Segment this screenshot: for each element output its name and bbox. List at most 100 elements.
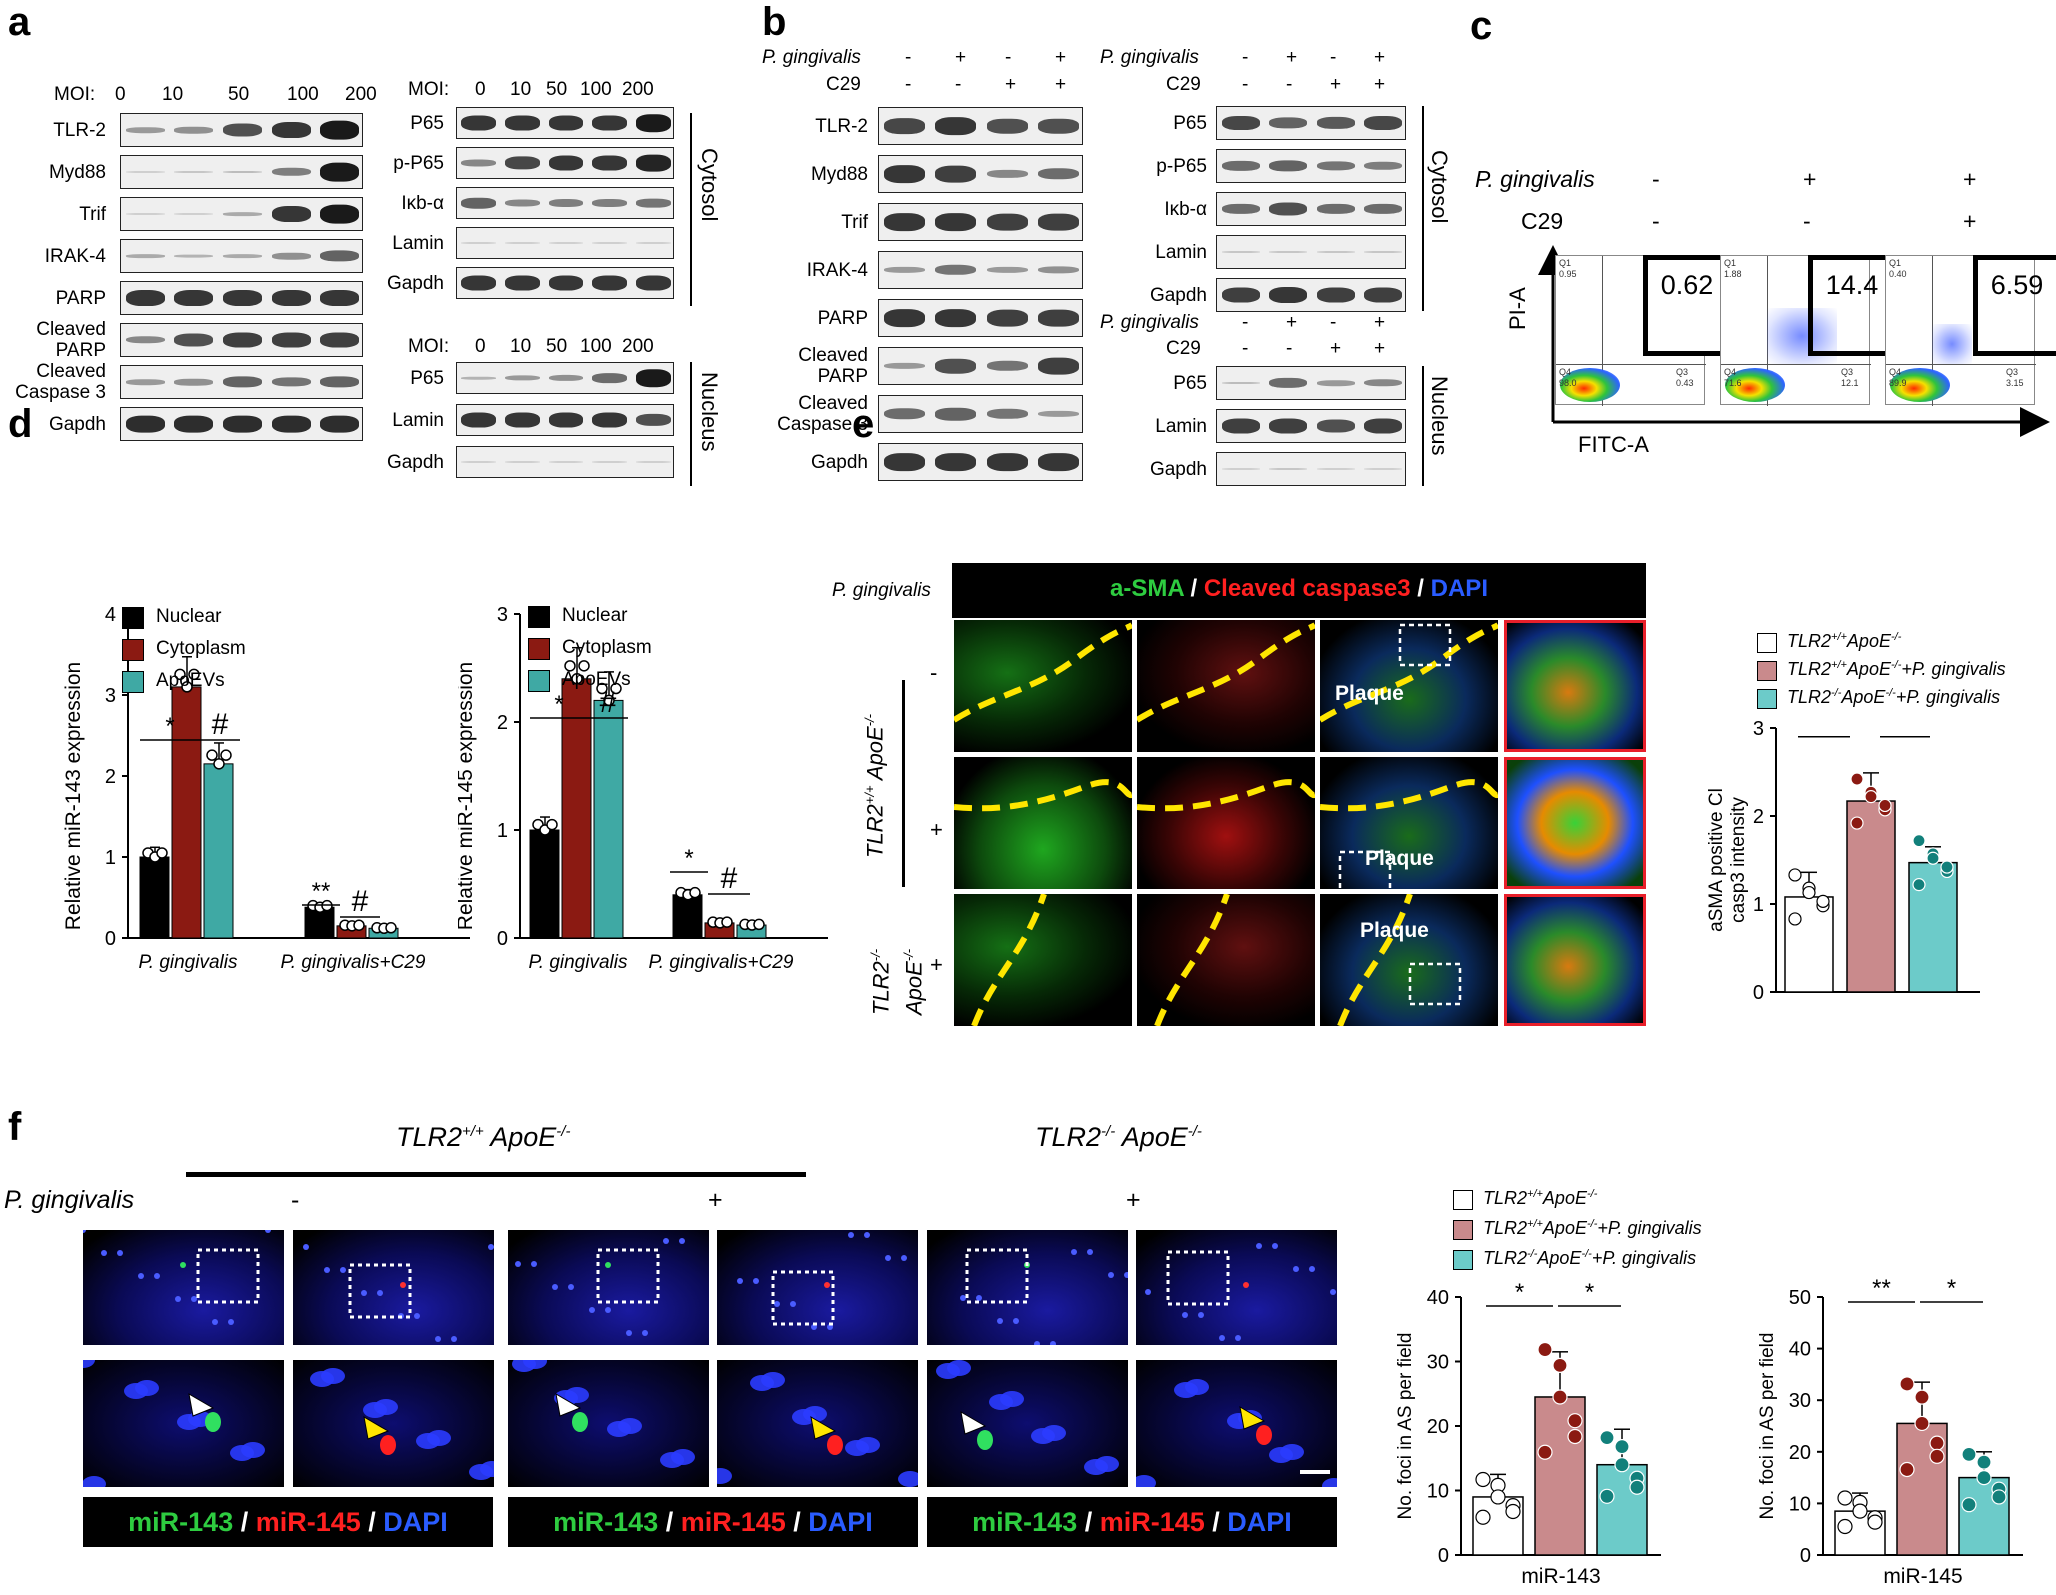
a-rbot-band-1-1: [504, 412, 540, 428]
f-stain-143-1: miR-143: [553, 1507, 659, 1537]
b-rtop-band-1-0: [1221, 160, 1260, 172]
f1-dot-2-1: [1614, 1439, 1630, 1455]
f-top-2: [508, 1230, 709, 1345]
a-moi-right1-4: 200: [622, 79, 654, 100]
f-stain-145-2: miR-145: [1099, 1507, 1205, 1537]
e-micro-2-0-overlay: [971, 894, 1047, 1026]
d-legend1-swatch-1: [122, 639, 144, 661]
b-rtop-band-3-1: [1269, 251, 1308, 253]
f1-ytick-label-4: 40: [1427, 1287, 1449, 1309]
e-micro-1-0: [954, 757, 1132, 889]
d-legend1-text-0: Nuclear: [156, 606, 222, 627]
f-top-1: [293, 1230, 494, 1345]
b-left-band-7-1: [935, 453, 977, 471]
e-group-bar: [902, 680, 905, 887]
a-rtop-band-2-3: [592, 199, 628, 207]
c-plot-2-q1: 0.40: [1889, 269, 1907, 279]
a-rbot-band-0-0: [461, 376, 497, 380]
f2-dot-2-4: [1976, 1470, 1992, 1486]
a-left-band-0-4: [320, 120, 360, 140]
b-pg-sign-right2-2: -: [1330, 312, 1337, 333]
c-plot-2-hline: [1886, 364, 2036, 365]
f-zoom-line-r-1: [432, 1345, 495, 1362]
d2-cat-0: P. gingivalis: [529, 952, 628, 973]
f-top-2-nuc-2: [605, 1307, 611, 1313]
a-rbot-band-1-3: [592, 412, 628, 428]
b-left-band-2-3: [1037, 213, 1079, 231]
c-plot-1-q4: 71.6: [1724, 378, 1742, 388]
f2-ytick-label-3: 30: [1789, 1390, 1811, 1412]
e-micro-2-plaque: Plaque: [1360, 919, 1429, 942]
f-top-5: [1136, 1230, 1337, 1345]
b-rtop-band-3-3: [1364, 251, 1403, 253]
c-plot-0-q3-tag: Q3: [1676, 367, 1689, 377]
f2-ytick-label-5: 50: [1789, 1287, 1811, 1309]
a-left-band-2-2: [223, 212, 262, 216]
f-top-0-nuc-4: [228, 1319, 234, 1325]
f-top-4-nuc-6: [997, 1318, 1003, 1324]
d2-cat-1: P. gingivalis+C29: [649, 952, 794, 973]
a-rtop-band-1-3: [592, 155, 628, 171]
a-left-band-1-2: [223, 171, 262, 173]
f-top-5-nuc-6: [1219, 1335, 1225, 1341]
e-stain-dapi: DAPI: [1430, 575, 1488, 602]
a-rbot-label-2: Gapdh: [386, 451, 444, 473]
e-scale-bar: [1608, 1036, 1636, 1040]
d-legend1-text-2: ApoEVs: [156, 670, 225, 691]
f-zoom-line-r-4: [1066, 1345, 1129, 1362]
e-micro-1-2-overlay: [1320, 779, 1498, 889]
f-top-5-nuc-3: [1309, 1266, 1315, 1272]
e-micro-0-0-overlay: [954, 622, 1132, 723]
e-micro-1-1-boundary: [1137, 779, 1315, 812]
b-left-band-3-2: [986, 266, 1028, 274]
f-stain-sep2-1: /: [785, 1507, 809, 1537]
b-c29-sign-right2-2: +: [1330, 338, 1342, 359]
a-rtop-band-2-2: [548, 199, 584, 207]
d-legend2-swatch-0: [528, 606, 550, 628]
b-left-band-4-2: [986, 309, 1028, 327]
f-bot-3-nuc-2: [898, 1471, 918, 1487]
b-left-band-5-2: [986, 360, 1028, 372]
c-plot-0-hline: [1556, 364, 1706, 365]
b-left-label-2: Trif: [841, 211, 868, 233]
f2-dot-2-1: [1976, 1454, 1992, 1470]
b-rtop-blot-0: [1216, 106, 1406, 140]
b-rbot-blot-0: [1216, 366, 1406, 400]
f-top-3-nuc-9: [885, 1255, 891, 1261]
b-rbot-label-1: Lamin: [1155, 415, 1207, 437]
c-pg-sign-2: +: [1803, 166, 1817, 192]
f-top-2-nuc-8: [626, 1330, 632, 1336]
c-plot-0-q2: 0.62: [1660, 270, 1714, 300]
a-rbot-blot-1: [456, 404, 674, 436]
f1-dot-1-5: [1567, 1428, 1583, 1445]
d2-ytick-label-1: 1: [497, 820, 508, 842]
f-group1-header: TLR2+/+ ApoE-/-: [396, 1122, 571, 1152]
f-pg-label: P. gingivalis: [4, 1186, 135, 1214]
b-rtop-band-4-2: [1316, 287, 1355, 303]
f-top-3: [717, 1230, 918, 1345]
e-micro-1-1: [1137, 757, 1315, 889]
a-moi-right2-3: 100: [580, 336, 612, 357]
b-rbot-blot-1: [1216, 409, 1406, 443]
a-rbot-band-0-4: [635, 369, 671, 387]
f1-dot-0-4: [1490, 1489, 1506, 1505]
f-bot-0-overlay: [83, 1360, 265, 1487]
a-rtop-label-0: P65: [410, 112, 444, 134]
b-left-band-5-0: [884, 362, 926, 370]
b-rtop-label-1: p-P65: [1156, 155, 1207, 177]
c-plot-0-density: [1560, 368, 1620, 402]
f-stain-dapi-1: DAPI: [808, 1507, 873, 1537]
a-left-blot-3: [120, 239, 363, 273]
b-left-band-1-1: [935, 165, 977, 183]
f1-ytick-label-1: 10: [1427, 1481, 1449, 1503]
f-bot-2-nuc-5: [618, 1418, 642, 1434]
b-left-band-4-0: [884, 309, 926, 327]
e-chart-dot-0-4: [1802, 885, 1816, 900]
b-pg-sign-left-1: +: [955, 47, 967, 68]
e-chart-dot-2-0: [1912, 878, 1926, 892]
a-left-blot-2: [120, 197, 363, 231]
e-stain-sep1: /: [1183, 575, 1204, 602]
f-top-5-nuc-5: [1182, 1312, 1188, 1318]
a-left-band-1-0: [125, 171, 165, 173]
e-stain-sma: a-SMA: [1110, 575, 1184, 602]
